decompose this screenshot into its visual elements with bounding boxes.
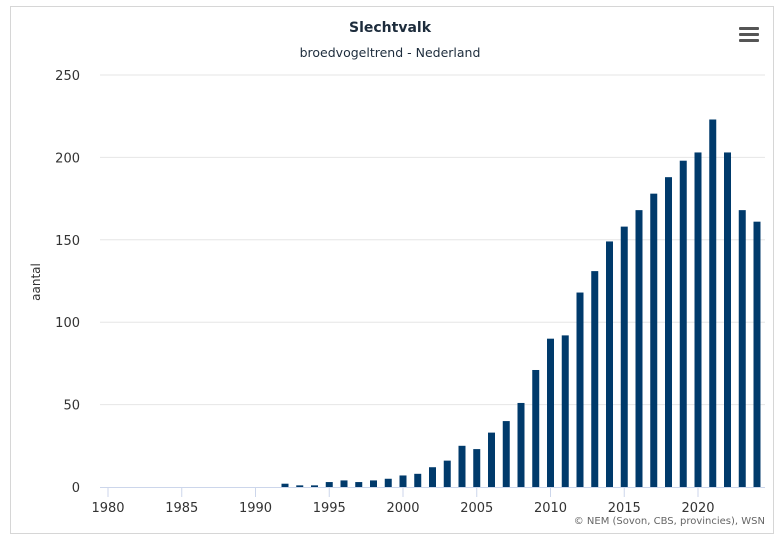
bar	[488, 432, 495, 487]
chart-title: Slechtvalk	[348, 20, 432, 36]
x-axis: 1980 1985 1990 1995 2000 2005 2010 2015 2020	[91, 487, 765, 516]
hamburger-menu-icon[interactable]	[737, 25, 761, 45]
bar	[576, 292, 584, 487]
bar	[517, 402, 525, 487]
bar	[753, 221, 761, 487]
y-axis-ticks: 0 50 100 150 200 250	[55, 69, 80, 496]
chart-subtitle: broedvogeltrend - Nederland	[299, 45, 481, 60]
menu-line	[739, 39, 759, 42]
y-tick-label: 100	[55, 316, 80, 331]
x-tick-label: 1985	[165, 501, 198, 516]
credits-text[interactable]: © NEM (Sovon, CBS, provincies), WSN	[573, 516, 765, 527]
x-tick-label: 2010	[534, 501, 567, 516]
bar	[355, 482, 363, 487]
bar	[679, 160, 687, 488]
x-tick-label: 2005	[460, 501, 493, 516]
bar	[340, 480, 348, 487]
bar	[384, 478, 392, 487]
bar	[311, 485, 318, 487]
y-tick-label: 0	[72, 481, 80, 496]
x-tick-label: 1995	[313, 501, 346, 516]
y-tick-label: 150	[55, 234, 80, 249]
bar	[561, 335, 569, 487]
bar	[547, 338, 554, 487]
bar	[281, 483, 289, 487]
bar	[650, 193, 658, 487]
x-tick-label: 1980	[91, 501, 124, 516]
bar	[458, 445, 466, 487]
x-tick-label: 2015	[608, 501, 641, 516]
menu-line	[739, 27, 759, 30]
bar	[591, 271, 599, 487]
x-tick-label: 2000	[386, 501, 419, 516]
gridlines	[100, 74, 765, 406]
menu-line	[739, 33, 759, 36]
bar	[532, 369, 540, 487]
bar	[414, 473, 422, 487]
bar	[502, 421, 510, 487]
y-axis-title: aantal	[29, 263, 43, 301]
bar	[443, 460, 451, 487]
x-tick-label: 1990	[239, 501, 272, 516]
bars	[281, 119, 761, 488]
bar	[325, 482, 333, 487]
bar	[399, 475, 407, 487]
bar	[694, 152, 702, 487]
bar	[724, 152, 731, 487]
bar	[738, 210, 746, 488]
x-tick-label: 2020	[681, 501, 714, 516]
bar	[635, 210, 643, 488]
bar	[370, 480, 377, 487]
bar	[473, 449, 481, 487]
chart-frame	[10, 6, 774, 534]
bar	[665, 177, 672, 487]
y-tick-label: 50	[63, 399, 80, 414]
bar	[606, 241, 613, 487]
bar	[296, 485, 304, 487]
bar	[429, 467, 436, 487]
y-tick-label: 200	[55, 151, 80, 166]
bar	[620, 226, 628, 487]
bar	[709, 119, 717, 487]
y-tick-label: 250	[55, 69, 80, 84]
